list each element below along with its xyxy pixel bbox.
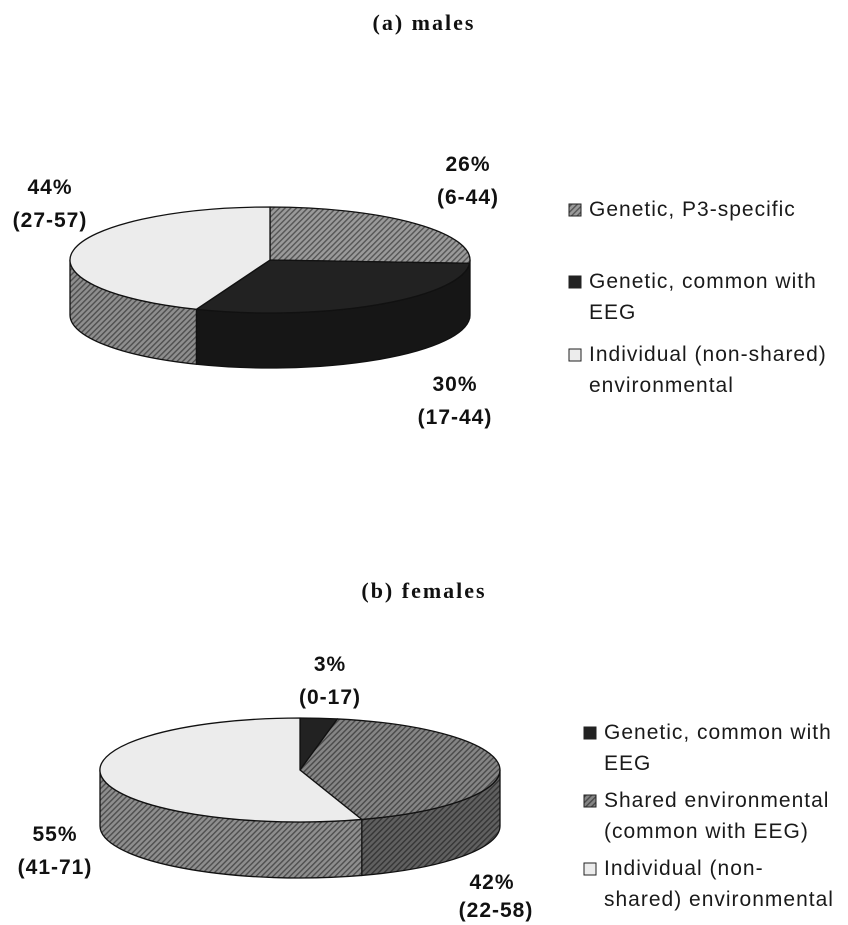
value-label-individual-environmental: 55%: [32, 823, 77, 846]
legend-label-continued: environmental: [589, 374, 734, 397]
slice-labels-males: 26% (6-44) 30% (17-44) 44% (27-57): [13, 153, 499, 429]
pie-slice-genetic-common-with-eeg: [195, 259, 471, 314]
legend-swatch: [568, 275, 582, 289]
range-label-genetic-common-with-eeg: (17-44): [418, 406, 493, 429]
legend-swatch: [583, 862, 597, 876]
pie-chart-males: [69, 206, 471, 369]
legend-label-continued: EEG: [589, 301, 636, 324]
pie-slice-individual-non-shared-environmental: [69, 206, 271, 310]
legend-item-individual-environmental: Individual (non-shared) environmental: [568, 343, 827, 397]
legend-label: Genetic, common with: [604, 721, 832, 744]
legend-item-genetic-p3-specific: Genetic, P3-specific: [568, 198, 796, 221]
legend-label: Individual (non-shared): [589, 343, 827, 366]
legend-label: Individual (non-: [604, 857, 764, 880]
legend-females: Genetic, common with EEG Shared environm…: [583, 721, 834, 911]
legend-label: Genetic, P3-specific: [589, 198, 796, 221]
chart-title: (b) females: [361, 578, 486, 603]
range-label-genetic-common-with-eeg: (0-17): [299, 686, 361, 709]
value-label-shared-environmental: 42%: [469, 871, 514, 894]
panel-b-females: (b) females 3% (0-17) 42% (22-58) 55% (4…: [18, 578, 834, 922]
value-label-genetic-common-with-eeg: 3%: [314, 653, 346, 676]
slice-labels-females: 3% (0-17) 42% (22-58) 55% (41-71): [18, 653, 534, 922]
legend-swatch: [583, 794, 597, 808]
pie-slice-shared-environmental-common-with-eeg: [299, 718, 501, 821]
range-label-individual-environmental: (41-71): [18, 856, 93, 879]
legend-label: Shared environmental: [604, 789, 829, 812]
legend-swatch: [568, 203, 582, 217]
pie-slice-individual-non-shared-environmental: [99, 717, 363, 823]
pie-chart-females: [99, 717, 501, 879]
legend-item-individual-environmental: Individual (non- shared) environmental: [583, 857, 834, 911]
legend-males: Genetic, P3-specific Genetic, common wit…: [568, 198, 827, 397]
value-label-genetic-common-with-eeg: 30%: [432, 373, 477, 396]
legend-label-continued: shared) environmental: [604, 888, 834, 911]
legend-swatch: [583, 726, 597, 740]
legend-label: Genetic, common with: [589, 270, 817, 293]
pie-tops: [69, 206, 471, 314]
range-label-shared-environmental: (22-58): [459, 899, 534, 922]
chart-title: (a) males: [373, 10, 476, 35]
legend-label-continued: EEG: [604, 752, 651, 775]
range-label-genetic-p3-specific: (6-44): [437, 186, 499, 209]
legend-item-genetic-common-with-eeg: Genetic, common with EEG: [583, 721, 832, 775]
legend-item-shared-environmental: Shared environmental (common with EEG): [583, 789, 829, 843]
pie-slice-genetic-p3-specific: [269, 206, 471, 264]
legend-item-genetic-common-with-eeg: Genetic, common with EEG: [568, 270, 817, 324]
value-label-individual-environmental: 44%: [27, 176, 72, 199]
pie-tops: [99, 717, 501, 823]
legend-swatch: [568, 348, 582, 362]
legend-label-continued: (common with EEG): [604, 820, 809, 843]
value-label-genetic-p3-specific: 26%: [445, 153, 490, 176]
range-label-individual-environmental: (27-57): [13, 209, 88, 232]
panel-a-males: (a) males 26% (6-44) 30% (17-44) 44% (27…: [13, 10, 827, 429]
